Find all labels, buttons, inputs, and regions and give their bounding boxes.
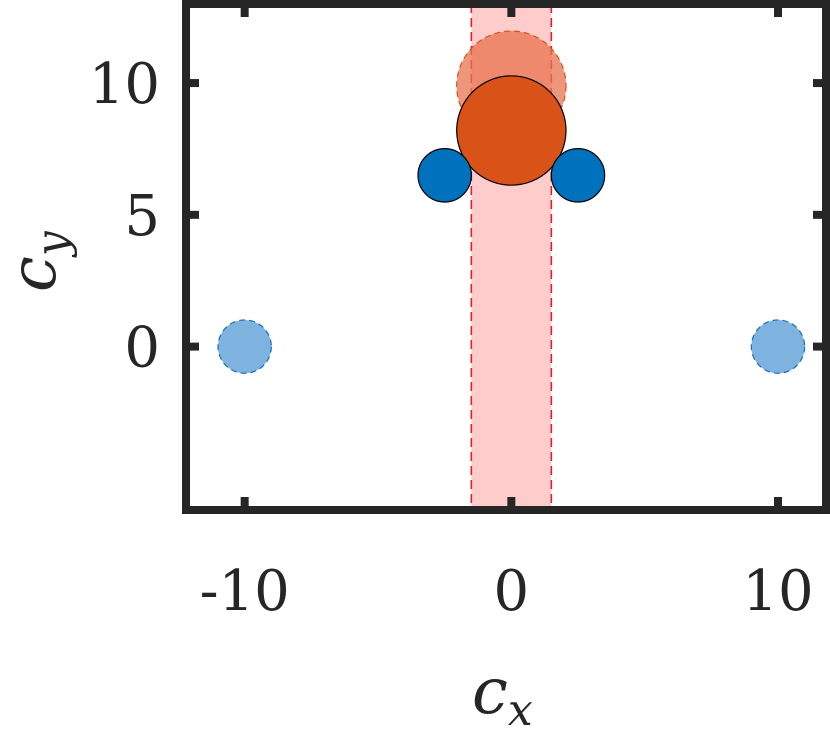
y-axis-label-subscript: y [27,230,78,258]
x-axis-label: cx [472,655,533,730]
axes-layer [182,0,830,514]
scatter-points-layer [217,30,806,374]
light-blue-disk-right [750,319,806,374]
y-axis-label: cy [0,230,78,292]
x-tick-label: 10 [742,559,813,624]
orange-disk [456,75,567,186]
tick-labels-layer: -10 0 10 0 5 10 [89,52,814,624]
y-tick-label: 0 [124,316,160,381]
y-tick-label: 5 [124,184,160,249]
blue-disk-left [417,148,472,203]
plot-frame [182,0,830,514]
x-tick-label: 0 [494,559,530,624]
light-blue-disk-left [217,319,272,374]
x-axis-label-subscript: x [508,685,533,730]
x-tick-label: -10 [200,559,290,624]
blue-disk-right [550,148,606,203]
y-tick-label: 10 [89,52,160,117]
